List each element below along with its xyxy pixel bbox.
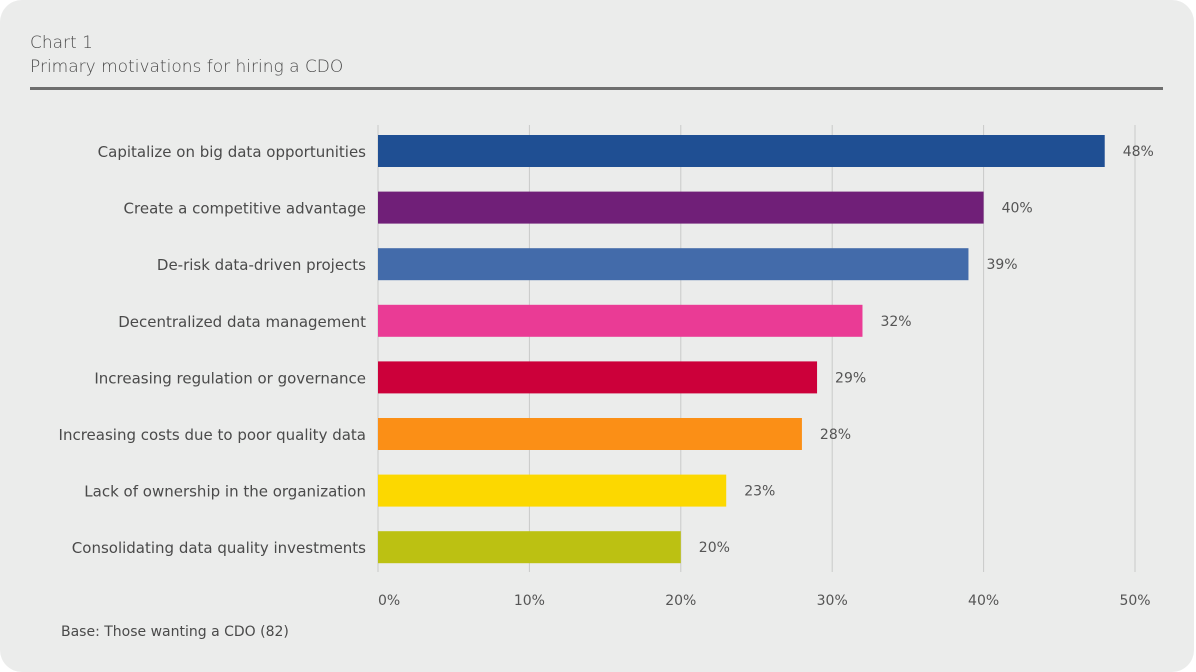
value-label: 28% <box>820 427 851 443</box>
x-tick-label: 10% <box>514 593 545 609</box>
category-label: Increasing costs due to poor quality dat… <box>59 426 366 444</box>
category-label: Decentralized data management <box>118 313 366 331</box>
x-tick-label: 30% <box>817 593 848 609</box>
bar <box>378 531 681 564</box>
chart-title: Primary motivations for hiring a CDO <box>30 57 344 77</box>
x-tick-label: 20% <box>665 593 696 609</box>
category-label: Capitalize on big data opportunities <box>98 143 367 161</box>
bar <box>378 304 863 337</box>
value-label: 39% <box>986 257 1017 273</box>
bar <box>378 248 969 281</box>
category-label: Increasing regulation or governance <box>94 369 366 387</box>
x-tick-label: 0% <box>378 593 400 609</box>
bar <box>378 191 984 224</box>
title-divider <box>30 87 1163 90</box>
value-label: 32% <box>880 314 911 330</box>
bar <box>378 418 802 450</box>
category-label: Lack of ownership in the organization <box>84 483 366 501</box>
x-tick-label: 50% <box>1119 593 1150 609</box>
value-label: 29% <box>835 370 866 386</box>
bar <box>378 135 1105 167</box>
chart-number: Chart 1 <box>30 33 93 53</box>
category-label: De-risk data-driven projects <box>157 256 366 274</box>
bar <box>378 474 727 507</box>
base-note: Base: Those wanting a CDO (82) <box>61 624 289 640</box>
category-label: Consolidating data quality investments <box>72 539 366 557</box>
value-label: 48% <box>1123 144 1154 160</box>
value-label: 40% <box>1002 201 1033 217</box>
category-label: Create a competitive advantage <box>124 200 366 218</box>
value-label: 20% <box>699 540 730 556</box>
value-label: 23% <box>744 484 775 500</box>
x-tick-label: 40% <box>968 593 999 609</box>
bar <box>378 361 818 394</box>
chart-heading: Chart 1 Primary motivations for hiring a… <box>30 31 343 79</box>
